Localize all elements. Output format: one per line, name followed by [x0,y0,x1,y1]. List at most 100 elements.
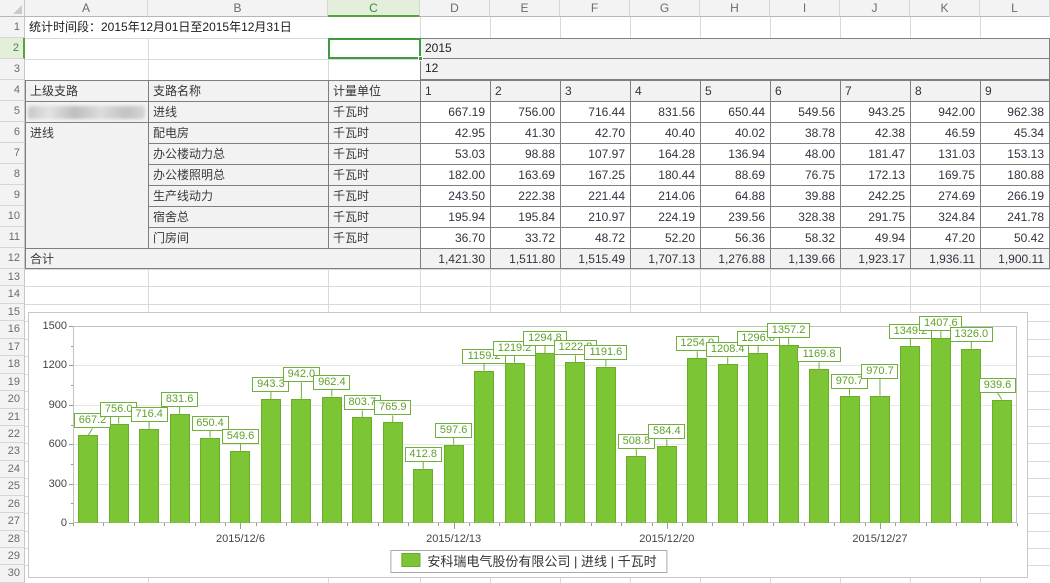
cell-value[interactable]: 53.03 [421,144,491,165]
cell-value[interactable]: 195.94 [421,207,491,228]
cell-branch-name[interactable]: 宿舍总 [149,207,329,228]
cell-unit[interactable]: 千瓦时 [329,207,421,228]
cell-total-value[interactable]: 1,900.11 [981,249,1050,269]
table-header-cell[interactable]: 5 [701,81,771,102]
cell-value[interactable]: 48.72 [561,228,631,249]
chart-bar[interactable] [352,417,372,523]
row-header-5[interactable]: 5 [0,101,25,122]
column-header-e[interactable]: E [490,0,560,17]
cell-value[interactable]: 136.94 [701,144,771,165]
cell-value[interactable]: 195.84 [491,207,561,228]
cell-value[interactable]: 33.72 [491,228,561,249]
table-header-cell[interactable]: 上级支路 [26,81,149,102]
cell-value[interactable]: 36.70 [421,228,491,249]
cell-total-value[interactable]: 1,515.49 [561,249,631,269]
column-header-f[interactable]: F [560,0,630,17]
cell-value[interactable]: 328.38 [771,207,841,228]
cell-value[interactable]: 716.44 [561,102,631,123]
column-header-a[interactable]: A [25,0,148,17]
row-header-23[interactable]: 23 [0,443,25,460]
cell-value[interactable]: 182.00 [421,165,491,186]
chart-bar[interactable] [322,397,342,523]
cell-value[interactable]: 210.97 [561,207,631,228]
chart-bar[interactable] [748,353,768,523]
row-header-28[interactable]: 28 [0,531,25,548]
chart-bar[interactable] [626,456,646,523]
cell-branch-name[interactable]: 办公楼动力总 [149,144,329,165]
chart-bar[interactable] [413,469,433,523]
cell-value[interactable]: 549.56 [771,102,841,123]
cell-parent-branch[interactable]: 进线 [26,123,149,249]
cell-branch-name[interactable]: 配电房 [149,123,329,144]
row-header-12[interactable]: 12 [0,248,25,269]
column-header-k[interactable]: K [910,0,980,17]
statistic-period-text[interactable]: 统计时间段：2015年12月01日至2015年12月31日 [29,17,292,38]
chart-bar[interactable] [109,424,129,523]
chart-bar[interactable] [444,445,464,523]
chart-bar[interactable] [291,399,311,523]
energy-bar-chart[interactable]: 030060090012001500667.2756.0716.4831.665… [28,312,1028,578]
cell-value[interactable]: 38.78 [771,123,841,144]
chart-bar[interactable] [230,451,250,523]
cell-value[interactable]: 172.13 [841,165,911,186]
column-header-c[interactable]: C [328,0,420,17]
cell-total-value[interactable]: 1,936.11 [911,249,981,269]
table-header-cell[interactable]: 1 [421,81,491,102]
cell-value[interactable]: 40.02 [701,123,771,144]
table-header-cell[interactable]: 计量单位 [329,81,421,102]
table-header-cell[interactable]: 9 [981,81,1050,102]
cell-value[interactable]: 50.42 [981,228,1050,249]
cell-value[interactable]: 42.70 [561,123,631,144]
cell-value[interactable]: 58.32 [771,228,841,249]
cell-branch-name[interactable]: 进线 [149,102,329,123]
month-cell[interactable]: 12 [420,59,1050,80]
column-header-h[interactable]: H [700,0,770,17]
row-header-24[interactable]: 24 [0,461,25,478]
cell-value[interactable]: 88.69 [701,165,771,186]
cell-unit[interactable]: 千瓦时 [329,228,421,249]
chart-bar[interactable] [78,435,98,523]
chart-bar[interactable] [931,338,951,523]
table-header-cell[interactable]: 支路名称 [149,81,329,102]
chart-bar[interactable] [657,446,677,523]
chart-bar[interactable] [992,400,1012,523]
selected-cell-c2[interactable] [328,38,421,59]
row-header-29[interactable]: 29 [0,548,25,565]
row-header-18[interactable]: 18 [0,356,25,373]
row-header-16[interactable]: 16 [0,321,25,338]
cell-unit[interactable]: 千瓦时 [329,144,421,165]
cell-value[interactable]: 40.40 [631,123,701,144]
cell-value[interactable]: 962.38 [981,102,1050,123]
cell-total-value[interactable]: 1,707.13 [631,249,701,269]
row-header-7[interactable]: 7 [0,143,25,164]
table-header-cell[interactable]: 6 [771,81,841,102]
column-header-g[interactable]: G [630,0,700,17]
cell-value[interactable]: 163.69 [491,165,561,186]
row-header-13[interactable]: 13 [0,269,25,286]
chart-bar[interactable] [840,396,860,523]
select-all-corner[interactable] [0,0,25,17]
cell-value[interactable]: 46.59 [911,123,981,144]
cell-unit[interactable]: 千瓦时 [329,102,421,123]
cell-value[interactable]: 131.03 [911,144,981,165]
cell-value[interactable]: 45.34 [981,123,1050,144]
chart-bar[interactable] [596,367,616,523]
table-header-cell[interactable]: 8 [911,81,981,102]
row-header-4[interactable]: 4 [0,80,25,101]
cell-branch-name[interactable]: 生产线动力 [149,186,329,207]
cell-total-value[interactable]: 1,923.17 [841,249,911,269]
cell-value[interactable]: 650.44 [701,102,771,123]
chart-bar[interactable] [718,364,738,523]
cell-total-value[interactable]: 1,421.30 [421,249,491,269]
cell-value[interactable]: 831.56 [631,102,701,123]
chart-bar[interactable] [170,414,190,523]
chart-bar[interactable] [900,346,920,523]
cell-value[interactable]: 667.19 [421,102,491,123]
cell-value[interactable]: 942.00 [911,102,981,123]
cell-value[interactable]: 324.84 [911,207,981,228]
cell-value[interactable]: 52.20 [631,228,701,249]
row-header-15[interactable]: 15 [0,304,25,321]
cell-branch-name[interactable]: 门房间 [149,228,329,249]
cell-total-value[interactable]: 1,139.66 [771,249,841,269]
row-header-2[interactable]: 2 [0,38,25,59]
